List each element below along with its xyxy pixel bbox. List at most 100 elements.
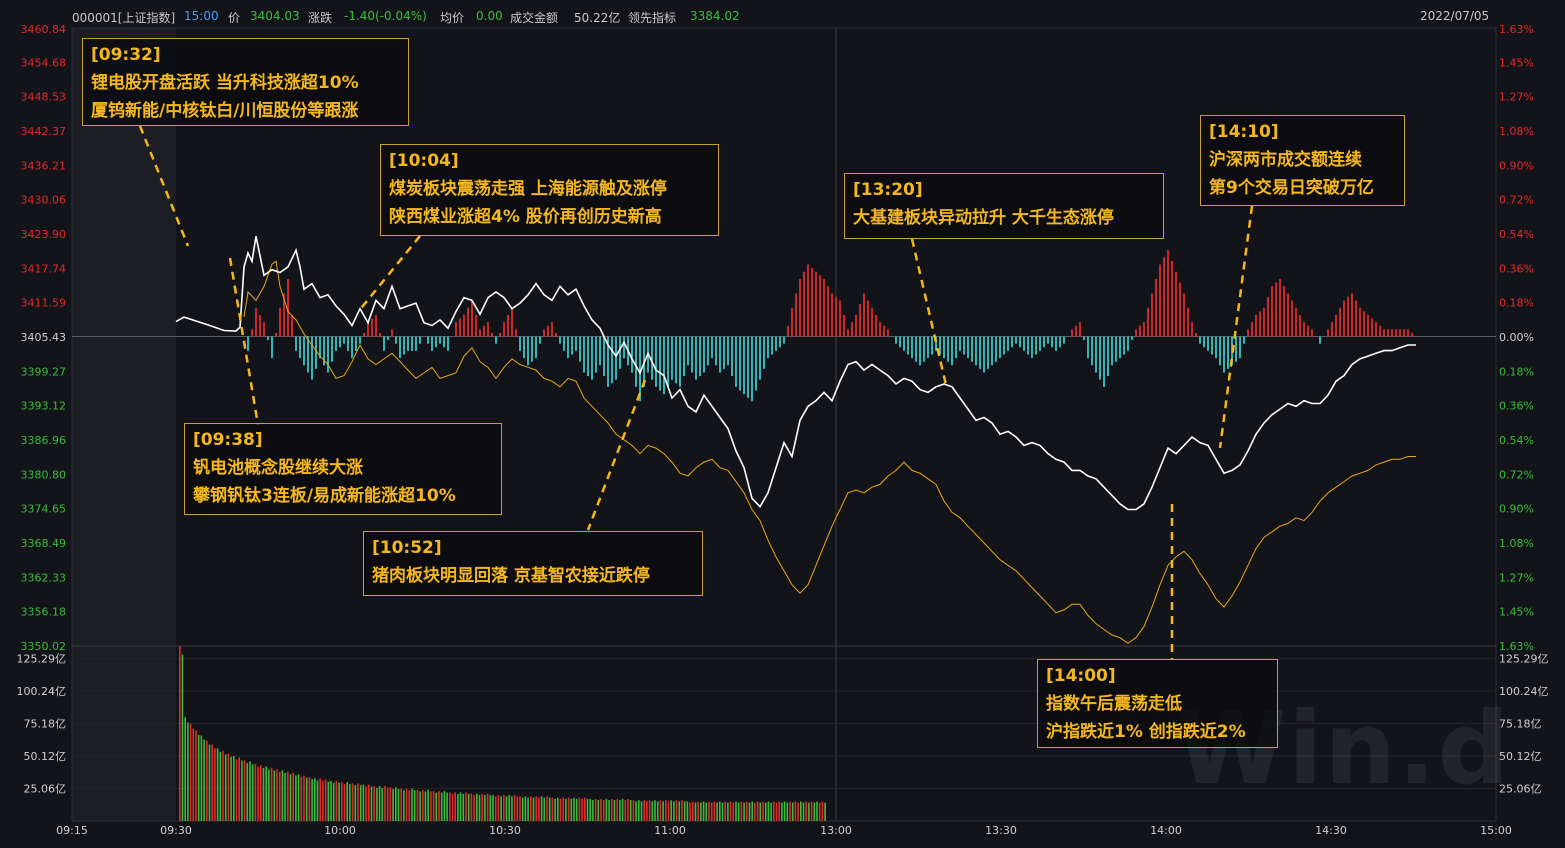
price-tick-label: 3448.53 bbox=[21, 91, 67, 104]
indicator-bar bbox=[499, 332, 501, 337]
indicator-bar bbox=[1283, 286, 1285, 337]
annotation-1052[interactable]: [10:52] 猪肉板块明显回落 京基智农接近跌停 bbox=[363, 531, 703, 596]
indicator-bar bbox=[471, 300, 473, 337]
indicator-bar bbox=[995, 336, 997, 362]
indicator-bar bbox=[339, 336, 341, 348]
indicator-bar bbox=[671, 336, 673, 380]
indicator-bar bbox=[899, 336, 901, 348]
volume-bar bbox=[454, 792, 456, 821]
indicator-bar bbox=[1183, 293, 1185, 337]
time-tick-label: 10:00 bbox=[324, 824, 356, 837]
volume-bar bbox=[206, 740, 208, 821]
avg-value: 0.00 bbox=[476, 9, 503, 23]
indicator-bar bbox=[495, 336, 497, 344]
volume-bar bbox=[389, 787, 392, 821]
volume-bar bbox=[781, 802, 783, 821]
volume-bar bbox=[230, 756, 232, 821]
percent-tick-label: 1.08% bbox=[1499, 125, 1534, 138]
indicator-bar bbox=[1071, 329, 1073, 337]
indicator-bar bbox=[839, 300, 841, 337]
indicator-bar bbox=[663, 336, 665, 395]
volume-bar bbox=[559, 798, 562, 821]
volume-tick-label: 75.18亿 bbox=[1499, 718, 1542, 731]
volume-bar bbox=[670, 800, 672, 821]
volume-bar bbox=[224, 754, 227, 821]
indicator-bar bbox=[843, 314, 845, 337]
indicator-bar bbox=[955, 336, 957, 359]
indicator-bar bbox=[291, 314, 293, 337]
annotation-0938[interactable]: [09:38] 钒电池概念股继续大涨 攀钢钒钛3连板/易成新能涨超10% bbox=[184, 423, 502, 515]
volume-bar bbox=[319, 778, 321, 821]
lead-label: 领先指标 bbox=[628, 11, 677, 25]
price-tick-label: 3436.21 bbox=[21, 159, 67, 172]
volume-bar bbox=[802, 802, 805, 821]
price-axis: 3460.84 3454.68 3448.53 3442.37 3436.21 3430.… bbox=[21, 23, 67, 653]
indicator-bar bbox=[639, 336, 641, 402]
indicator-bar bbox=[579, 336, 581, 362]
volume-bar bbox=[341, 782, 343, 821]
volume-bar bbox=[262, 768, 265, 821]
indicator-bar bbox=[1211, 336, 1213, 355]
volume-bar bbox=[810, 801, 813, 821]
indicator-bar bbox=[599, 336, 601, 366]
volume-bar bbox=[238, 757, 240, 821]
volume-bar bbox=[586, 798, 589, 821]
indicator-bar bbox=[427, 336, 429, 344]
indicator-bar bbox=[871, 307, 873, 337]
indicator-bar bbox=[1163, 257, 1165, 337]
indicator-bar bbox=[415, 336, 417, 351]
indicator-bar bbox=[755, 336, 757, 391]
volume-bar bbox=[435, 792, 438, 821]
indicator-bar bbox=[595, 336, 597, 373]
indicator-bar bbox=[527, 336, 529, 366]
volume-bar bbox=[386, 787, 389, 821]
indicator-bar bbox=[867, 300, 869, 337]
indicator-bar bbox=[1075, 325, 1077, 337]
time-axis: 09:15 09:30 10:00 10:30 11:00 13:00 13:30 14:00… bbox=[56, 824, 1512, 837]
indicator-bar bbox=[1307, 325, 1309, 337]
index-code[interactable]: 000001[上证指数] bbox=[72, 11, 176, 25]
annotation-line: 攀钢钒钛3连板/易成新能涨超10% bbox=[193, 486, 456, 506]
volume-bar bbox=[797, 802, 799, 821]
volume-bar bbox=[351, 783, 354, 821]
indicator-bar bbox=[1223, 336, 1225, 373]
indicator-bar bbox=[615, 336, 617, 380]
indicator-bar bbox=[1127, 336, 1129, 351]
indicator-bar bbox=[1403, 329, 1405, 337]
annotation-1400[interactable]: [14:00] 指数午后震荡走低 沪指跌近1% 创指跌近2% bbox=[1037, 659, 1278, 748]
indicator-bar bbox=[711, 336, 713, 359]
annotation-1004[interactable]: [10:04] 煤炭板块震荡走强 上海能源触及涨停 陕西煤业涨超4% 股价再创历… bbox=[380, 144, 719, 236]
indicator-bar bbox=[1235, 336, 1237, 362]
volume-bar bbox=[767, 801, 770, 821]
volume-bar bbox=[505, 796, 508, 821]
indicator-bar bbox=[1399, 329, 1401, 337]
volume-bar bbox=[476, 793, 478, 821]
volume-bar bbox=[284, 772, 286, 821]
percent-axis: 1.63% 1.45% 1.27% 1.08% 0.90% 0.72% 0.54% 0.36%… bbox=[1499, 23, 1534, 653]
indicator-bar bbox=[299, 336, 301, 359]
time-tick-label: 11:00 bbox=[654, 824, 686, 837]
indicator-bar bbox=[687, 336, 689, 366]
volume-bar bbox=[613, 800, 616, 821]
volume-bar bbox=[621, 798, 624, 821]
volume-bar bbox=[754, 802, 756, 821]
volume-bar bbox=[762, 801, 764, 821]
volume-bar bbox=[573, 797, 575, 821]
indicator-bar bbox=[959, 336, 961, 351]
annotation-1410[interactable]: [14:10] 沪深两市成交额连续 第9个交易日突破万亿 bbox=[1200, 115, 1405, 206]
volume-bar bbox=[462, 793, 465, 821]
volume-bar bbox=[565, 798, 567, 821]
indicator-bar bbox=[655, 336, 657, 387]
volume-bar bbox=[335, 780, 338, 821]
indicator-bar bbox=[347, 336, 349, 351]
annotation-0932[interactable]: [09:32] 锂电股开盘活跃 当升科技涨超10% 厦钨新能/中核钛白/川恒股份… bbox=[82, 38, 409, 126]
volume-bar bbox=[813, 802, 816, 821]
indicator-bar bbox=[1203, 336, 1205, 348]
volume-bar bbox=[270, 767, 273, 821]
volume-bar bbox=[260, 765, 262, 821]
indicator-bar bbox=[1187, 307, 1189, 337]
volume-bar bbox=[486, 793, 489, 821]
indicator-bar bbox=[1175, 271, 1177, 337]
annotation-1320[interactable]: [13:20] 大基建板块异动拉升 大千生态涨停 bbox=[844, 173, 1164, 239]
